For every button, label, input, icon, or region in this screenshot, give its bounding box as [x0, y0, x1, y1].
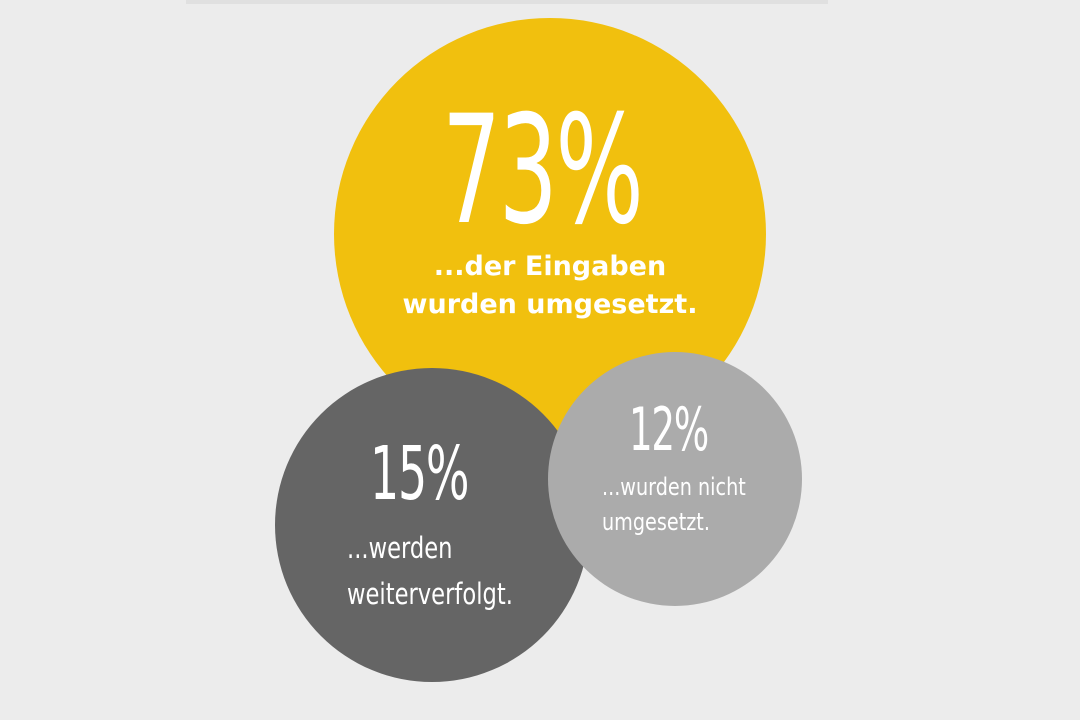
value-label-nicht-umgesetzt: 12%	[629, 395, 709, 465]
caption-weiterverfolgt-line-1: ...werden	[347, 531, 453, 565]
caption-weiterverfolgt-line-2: weiterverfolgt.	[347, 577, 513, 611]
value-label-weiterverfolgt: 15%	[370, 431, 470, 517]
caption-nicht-umgesetzt-line-2: umgesetzt.	[602, 508, 710, 536]
caption-umgesetzt-line-2: wurden umgesetzt.	[402, 289, 698, 320]
caption-umgesetzt-line-1: ...der Eingaben	[433, 251, 667, 282]
bubble-nicht-umgesetzt	[548, 352, 802, 606]
top-band	[186, 0, 828, 4]
bubble-weiterverfolgt	[275, 368, 589, 682]
value-label-umgesetzt: 73%	[442, 84, 644, 258]
caption-nicht-umgesetzt-line-1: ...wurden nicht	[602, 473, 746, 501]
